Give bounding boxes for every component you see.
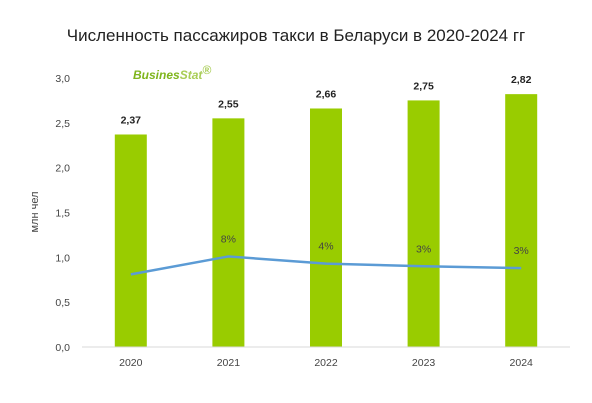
bar-2021 (212, 118, 245, 347)
x-tick-label: 2021 (217, 357, 241, 369)
x-axis: 2020 2021 2022 2023 2024 (119, 357, 533, 369)
growth-line (130, 255, 522, 276)
x-tick-label: 2022 (314, 357, 338, 369)
chart-title: Численность пассажиров такси в Беларуси … (67, 26, 526, 45)
bar-2023 (407, 100, 440, 348)
bar-2022 (310, 108, 342, 347)
growth-label: 3% (514, 245, 529, 257)
y-tick-label: 3,0 (55, 73, 70, 85)
y-tick-label: 0,0 (55, 342, 70, 354)
bar-value-labels: 2,37 2,55 2,66 2,75 2,82 (121, 74, 532, 126)
bar-value-label: 2,75 (413, 80, 434, 92)
y-tick-label: 1,0 (55, 252, 70, 264)
bar-value-label: 2,66 (316, 88, 337, 100)
bar-value-label: 2,37 (121, 114, 142, 126)
svg-text:BusinesStat®: BusinesStat® (133, 63, 211, 82)
y-axis-label: млн чел (29, 191, 41, 232)
bars (114, 94, 538, 348)
y-axis: 0,0 0,5 1,0 1,5 2,0 2,5 3,0 (55, 73, 70, 354)
y-tick-label: 2,5 (55, 118, 70, 130)
growth-label: 4% (318, 241, 333, 253)
x-tick-label: 2023 (412, 357, 436, 369)
y-tick-label: 1,5 (55, 208, 70, 220)
x-tick-label: 2020 (119, 357, 143, 369)
bar-2024 (505, 94, 538, 347)
growth-label: 3% (416, 243, 431, 255)
bar-2020 (114, 134, 147, 347)
bar-value-label: 2,82 (511, 74, 532, 86)
y-tick-label: 2,0 (55, 163, 70, 175)
logo-part2: Stat (180, 68, 204, 82)
growth-label: 8% (221, 233, 236, 245)
logo: BusinesStat® (133, 63, 211, 82)
bar-value-label: 2,55 (218, 98, 239, 110)
y-tick-label: 0,5 (55, 297, 70, 309)
logo-mark: ® (202, 63, 211, 77)
growth-line-group: 8% 4% 3% 3% (130, 233, 529, 276)
x-tick-label: 2024 (510, 357, 534, 369)
logo-part1: Busines (133, 68, 180, 82)
